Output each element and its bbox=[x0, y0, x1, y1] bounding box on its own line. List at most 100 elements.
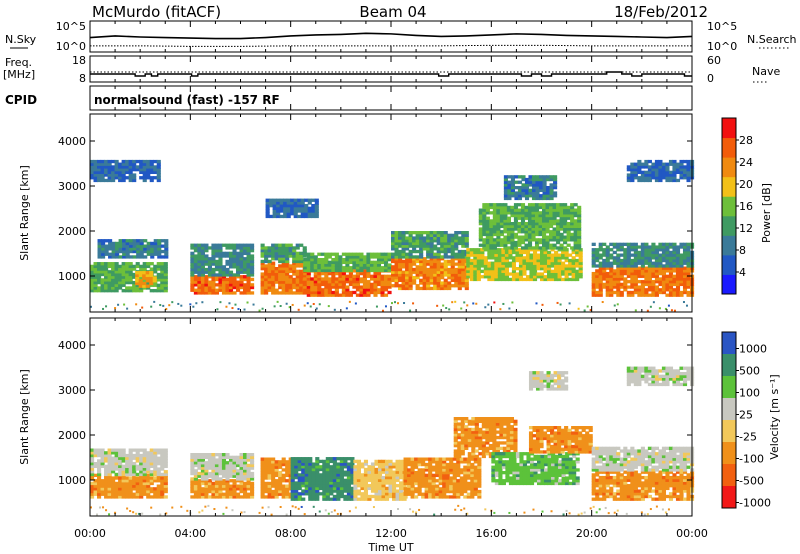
heatmap-cell bbox=[146, 489, 151, 494]
heatmap-cell bbox=[410, 473, 415, 477]
heatmap-cell bbox=[350, 492, 355, 496]
heatmap-cell bbox=[490, 248, 495, 252]
heatmap-cell bbox=[497, 256, 502, 260]
heatmap-cell bbox=[218, 487, 223, 491]
heatmap-cell bbox=[274, 489, 279, 494]
heatmap-cell bbox=[415, 255, 420, 259]
heatmap-cell bbox=[239, 277, 244, 282]
heatmap-cell bbox=[90, 275, 95, 279]
heatmap-cell bbox=[267, 471, 272, 475]
heatmap-cell bbox=[436, 270, 441, 274]
heatmap-cell bbox=[135, 289, 140, 293]
heatmap-cell bbox=[350, 473, 355, 477]
heatmap-cell bbox=[153, 170, 158, 174]
heatmap-cell bbox=[139, 484, 144, 488]
heatmap-cell bbox=[339, 484, 344, 488]
heatmap-cell bbox=[250, 267, 255, 272]
heatmap-cell bbox=[327, 255, 332, 259]
heatmap-cell bbox=[331, 252, 336, 256]
heatmap-cell bbox=[633, 256, 638, 260]
heatmap-cell bbox=[114, 456, 119, 460]
heatmap-cell bbox=[356, 465, 361, 469]
heatmap-cell bbox=[506, 227, 511, 231]
heatmap-cell bbox=[156, 484, 161, 488]
power-colorbar-label: Power [dB] bbox=[760, 183, 773, 243]
heatmap-cell bbox=[139, 495, 144, 499]
heatmap-cell bbox=[412, 236, 417, 240]
heatmap-cell bbox=[139, 476, 144, 480]
heatmap-cell bbox=[473, 269, 478, 273]
heatmap-cell bbox=[142, 278, 147, 282]
heatmap-cell bbox=[114, 464, 119, 468]
heatmap-cell bbox=[269, 204, 274, 208]
heatmap-cell bbox=[157, 249, 162, 254]
heatmap-cell bbox=[527, 203, 533, 207]
heatmap-cell bbox=[538, 232, 543, 237]
heatmap-cell bbox=[570, 232, 575, 237]
heatmap-cell bbox=[517, 186, 523, 190]
heatmap-cell bbox=[304, 462, 309, 466]
heatmap-cell bbox=[369, 266, 375, 270]
heatmap-cell bbox=[261, 307, 264, 310]
heatmap-cell bbox=[107, 456, 112, 460]
heatmap-cell bbox=[125, 168, 130, 172]
heatmap-cell bbox=[341, 271, 346, 276]
heatmap-cell bbox=[267, 465, 272, 469]
heatmap-cell bbox=[637, 245, 642, 249]
heatmap-cell bbox=[293, 209, 298, 213]
heatmap-cell bbox=[476, 269, 481, 273]
heatmap-cell bbox=[388, 481, 393, 485]
heatmap-cell bbox=[577, 240, 582, 245]
heatmap-cell bbox=[440, 241, 445, 246]
heatmap-cell bbox=[125, 479, 130, 483]
heatmap-cell bbox=[218, 273, 223, 277]
heatmap-cell bbox=[100, 464, 105, 468]
heatmap-cell bbox=[366, 258, 371, 262]
heatmap-cell bbox=[207, 489, 213, 494]
heatmap-cell bbox=[200, 288, 205, 292]
heatmap-cell bbox=[392, 478, 397, 482]
heatmap-cell bbox=[346, 473, 351, 477]
heatmap-cell bbox=[377, 470, 383, 474]
heatmap-cell bbox=[522, 261, 527, 265]
heatmap-cell bbox=[440, 281, 445, 285]
heatmap-cell bbox=[644, 288, 649, 292]
heatmap-cell bbox=[317, 274, 322, 278]
heatmap-cell bbox=[686, 168, 691, 172]
heatmap-cell bbox=[221, 484, 227, 488]
heatmap-cell bbox=[355, 293, 360, 297]
heatmap-cell bbox=[121, 264, 126, 269]
heatmap-cell bbox=[322, 473, 327, 477]
heatmap-cell bbox=[285, 257, 290, 261]
heatmap-cell bbox=[190, 280, 195, 284]
heatmap-cell bbox=[675, 168, 681, 172]
heatmap-cell bbox=[136, 241, 141, 246]
heatmap-cell bbox=[128, 462, 133, 466]
heatmap-cell bbox=[428, 465, 433, 469]
heatmap-cell bbox=[90, 267, 95, 271]
heatmap-cell bbox=[545, 240, 550, 245]
heatmap-cell bbox=[381, 478, 386, 482]
heatmap-cell bbox=[207, 270, 213, 274]
heatmap-cell bbox=[97, 249, 102, 254]
heatmap-cell bbox=[132, 448, 137, 452]
heatmap-cell bbox=[542, 213, 547, 218]
heatmap-cell bbox=[429, 244, 434, 248]
heatmap-cell bbox=[311, 198, 316, 202]
heatmap-cell bbox=[450, 239, 455, 243]
heatmap-cell bbox=[341, 285, 346, 289]
heatmap-cell bbox=[318, 467, 323, 472]
heatmap-cell bbox=[299, 251, 304, 255]
heatmap-cell bbox=[128, 262, 133, 266]
heatmap-cell bbox=[111, 283, 116, 287]
heatmap-cell bbox=[454, 284, 459, 288]
heatmap-cell bbox=[310, 258, 315, 262]
heatmap-cell bbox=[272, 206, 277, 210]
heatmap-cell bbox=[163, 448, 168, 452]
heatmap-cell bbox=[549, 194, 554, 198]
heatmap-cell bbox=[450, 276, 455, 280]
heatmap-cell bbox=[100, 289, 105, 293]
heatmap-cell bbox=[243, 469, 248, 473]
heatmap-cell bbox=[373, 293, 378, 297]
heatmap-cell bbox=[204, 495, 209, 499]
